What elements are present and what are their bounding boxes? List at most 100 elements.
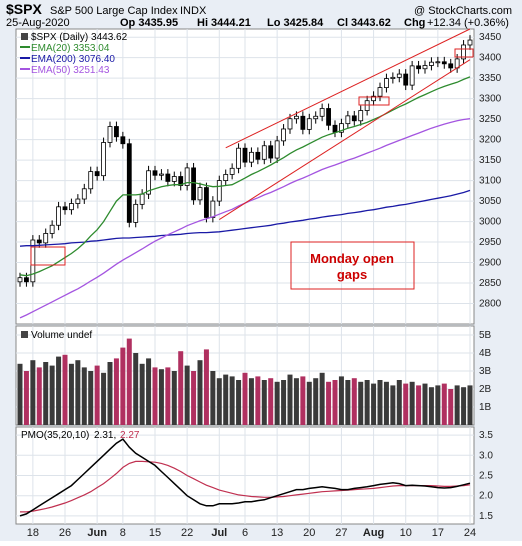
legend-ema200: EMA(200) 3076.40 <box>31 54 115 65</box>
candle-body <box>287 118 293 130</box>
candle-body <box>313 115 319 120</box>
volume-bar <box>113 358 119 425</box>
volume-bar <box>81 367 87 425</box>
exchange-label: INDX <box>180 5 207 17</box>
candle-body <box>107 126 113 143</box>
volume-bar <box>332 380 338 425</box>
candle-body <box>467 39 473 46</box>
volume-bar <box>274 381 280 425</box>
volume-bar <box>229 376 235 425</box>
candle-body <box>49 224 55 234</box>
pmo-tick-label: 1.5 <box>479 511 493 522</box>
x-tick-label: 18 <box>27 527 39 539</box>
candle-body <box>75 198 81 204</box>
candle-body <box>461 44 466 60</box>
pmo-signal-line <box>20 460 471 513</box>
candle-body <box>210 200 216 218</box>
volume-bar <box>62 354 68 425</box>
gap-marker-aug <box>454 48 474 58</box>
price-tick-label: 3200 <box>479 135 502 146</box>
volume-bar <box>428 387 434 425</box>
volume-bar <box>171 371 177 425</box>
candle-body <box>165 173 171 182</box>
volume-bar <box>17 363 23 425</box>
x-tick-label: 6 <box>242 527 248 539</box>
pmo-tick-label: 2.5 <box>479 471 493 482</box>
volume-bar <box>390 385 396 425</box>
volume-tick-label: 5B <box>479 330 492 341</box>
candle-body <box>204 187 209 218</box>
candle-body <box>88 171 94 190</box>
price-legend-swatch <box>21 33 28 40</box>
volume-bar <box>338 376 344 425</box>
volume-bar <box>319 372 325 425</box>
gap-marker-may <box>30 246 66 266</box>
date-label: 25-Aug-2020 <box>6 17 70 29</box>
x-tick-label: Aug <box>363 527 384 539</box>
price-tick-label: 3000 <box>479 217 502 228</box>
channel-lower-line <box>219 59 471 220</box>
candle-body <box>416 65 421 70</box>
annotation-line-2: gaps <box>337 267 367 282</box>
volume-bar <box>216 378 222 425</box>
volume-bar <box>223 374 229 425</box>
volume-bar <box>120 347 126 425</box>
volume-bar <box>210 371 216 425</box>
x-tick-label: 24 <box>464 527 476 539</box>
candle-body <box>300 115 306 130</box>
price-tick-label: 2950 <box>479 237 502 248</box>
volume-bar <box>313 378 319 425</box>
candle-body <box>274 140 280 159</box>
volume-bar <box>435 385 441 425</box>
candle-body <box>197 187 203 201</box>
volume-bar <box>88 371 94 425</box>
candle-body <box>422 65 428 70</box>
candle-body <box>152 170 158 176</box>
brand-label: @ StockCharts.com <box>414 5 512 17</box>
candle-body <box>101 142 106 177</box>
volume-bar <box>448 389 454 425</box>
candle-body <box>345 115 351 125</box>
candle-body <box>249 151 254 163</box>
volume-bar <box>454 385 460 425</box>
volume-bar <box>68 363 74 425</box>
legend-ema20: EMA(20) 3353.04 <box>31 43 110 54</box>
candle-body <box>255 151 261 160</box>
candle-body <box>261 145 267 160</box>
candle-body <box>390 76 396 79</box>
ema20-line <box>19 76 471 277</box>
price-tick-label: 3450 <box>479 32 502 43</box>
pmo-tick-label: 3.5 <box>479 430 493 441</box>
legend-pmo-label: PMO(35,20,10) <box>21 430 89 441</box>
volume-bar <box>287 374 293 425</box>
candle-body <box>306 118 312 130</box>
channel-upper-line <box>225 28 471 149</box>
candle-body <box>358 110 364 122</box>
volume-bar <box>326 381 332 425</box>
price-marks <box>17 28 473 319</box>
volume-bar <box>75 360 81 425</box>
candle-body <box>178 176 184 186</box>
volume-bar <box>242 372 248 425</box>
candle-body <box>94 171 100 177</box>
volume-bar <box>358 381 364 425</box>
volume-tick-label: 2B <box>479 384 492 395</box>
volume-bar <box>416 385 422 425</box>
volume-bar <box>23 371 29 425</box>
candle-body <box>319 108 325 117</box>
volume-bar <box>248 378 254 425</box>
legend-pmo-value: 2.31, <box>94 430 116 441</box>
volume-bar <box>158 369 164 425</box>
pmo-tick-label: 3.0 <box>479 450 493 461</box>
volume-bar <box>184 365 190 425</box>
volume-bar <box>261 380 267 425</box>
candle-body <box>114 126 119 138</box>
volume-tick-label: 3B <box>479 366 492 377</box>
low-value: Lo 3425.84 <box>267 17 324 29</box>
candle-body <box>62 206 68 211</box>
tick-labels: 18 26 Jun 8 15 22 Jul 6 13 20 27 Aug 10 17 24 2800 2850 2… <box>27 32 502 539</box>
change-value: +12.34 (+0.36%) <box>427 17 509 29</box>
volume-bar <box>94 365 100 425</box>
open-value: Op 3435.95 <box>120 17 178 29</box>
volume-bar <box>461 387 467 425</box>
